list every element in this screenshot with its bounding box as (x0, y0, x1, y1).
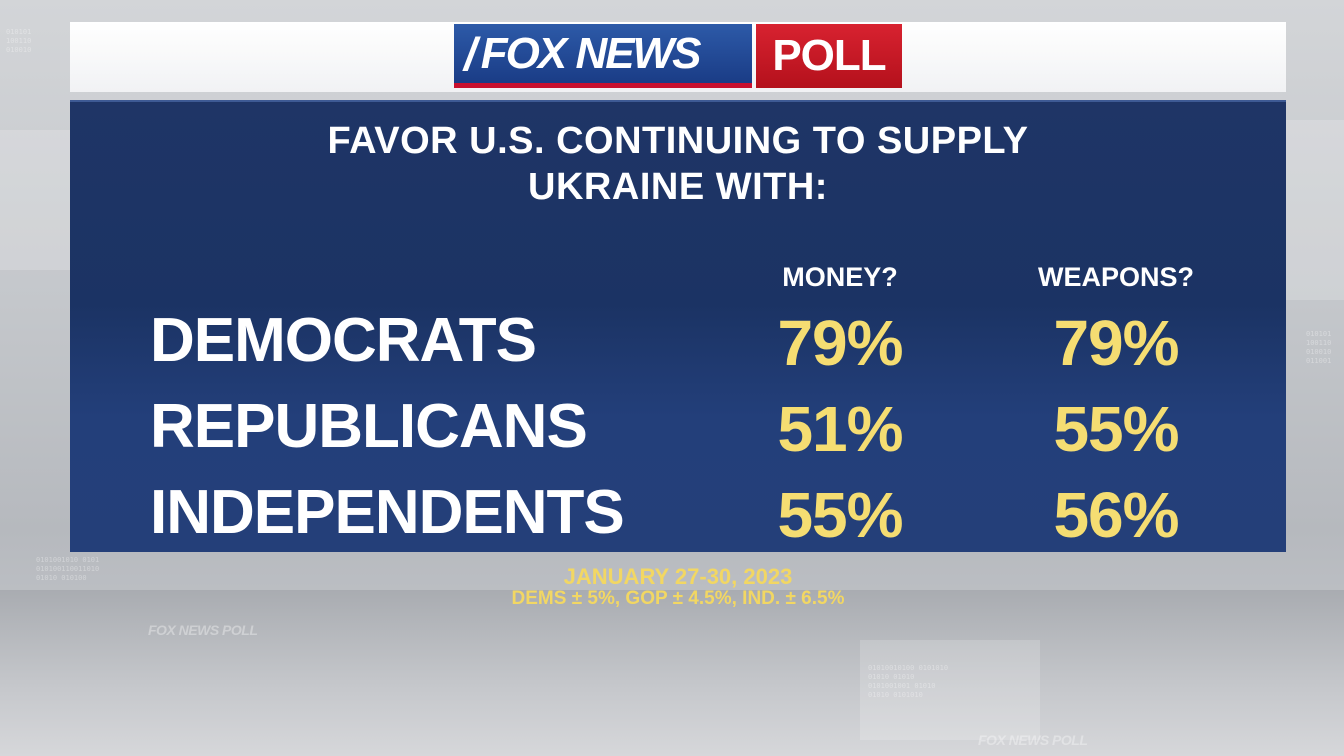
column-header-weapons: WEAPONS? (1037, 262, 1194, 292)
background-block (860, 640, 1040, 740)
background-binary-text: 0101001010 0101 010100110011010 01010 01… (36, 556, 100, 582)
poll-panel: FAVOR U.S. CONTINUING TO SUPPLY UKRAINE … (70, 100, 1286, 552)
background-binary-text: 010101 100110 010010 (6, 28, 32, 54)
background-band (0, 590, 1344, 756)
logo-network: / FOX NEWS (454, 24, 752, 88)
logo-slash-icon: / (464, 27, 477, 80)
value-independents-weapons: 56% (1053, 479, 1179, 551)
value-democrats-money: 79% (777, 307, 903, 379)
poll-title-line1: FAVOR U.S. CONTINUING TO SUPPLY (327, 120, 1029, 162)
logo-poll: POLL (756, 24, 902, 88)
value-republicans-weapons: 55% (1053, 393, 1179, 465)
row-label-democrats: DEMOCRATS (150, 306, 537, 375)
logo-network-text: FOX NEWS (480, 28, 702, 78)
background-block (1286, 120, 1344, 300)
poll-date: JANUARY 27-30, 2023 (563, 564, 793, 589)
row-label-independents: INDEPENDENTS (150, 478, 625, 547)
poll-title-line2: UKRAINE WITH: (528, 166, 828, 208)
value-independents-money: 55% (777, 479, 903, 551)
fox-news-poll-logo: / FOX NEWS POLL (454, 24, 902, 88)
background-binary-text: 01010010100 0101010 01010 01010 01010010… (868, 664, 949, 699)
row-label-republicans: REPUBLICANS (150, 392, 588, 461)
value-republicans-money: 51% (777, 393, 903, 465)
poll-title: FAVOR U.S. CONTINUING TO SUPPLY UKRAINE … (70, 118, 1286, 210)
column-header-money: MONEY? (782, 262, 898, 292)
margin-of-error: DEMS ± 5%, GOP ± 4.5%, IND. ± 6.5% (511, 588, 845, 609)
background-binary-text: 010101 100110 010010 011001 (1306, 330, 1332, 365)
background-block (0, 130, 70, 270)
background-watermark: FOX NEWS POLL (148, 622, 258, 638)
background-watermark: FOX NEWS POLL (978, 732, 1088, 748)
value-democrats-weapons: 79% (1053, 307, 1179, 379)
